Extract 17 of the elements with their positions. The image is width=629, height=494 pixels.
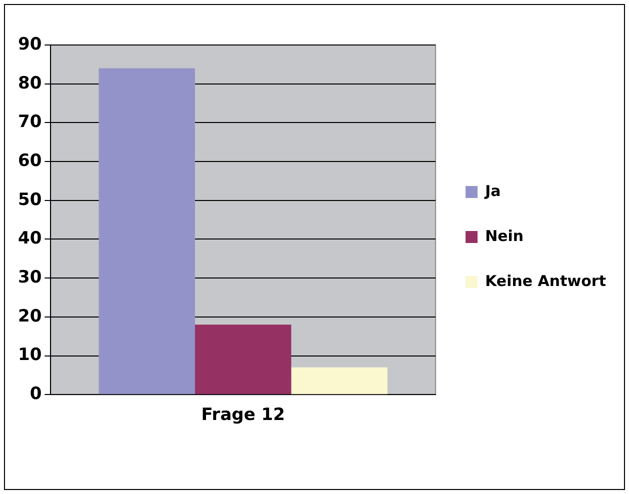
- bar: [194, 324, 292, 394]
- y-tick-label: 70: [18, 112, 42, 132]
- y-tick-label: 20: [18, 306, 42, 326]
- y-tick-label: 50: [18, 190, 42, 210]
- legend-label: Nein: [485, 226, 524, 245]
- legend-label: Ja: [484, 182, 501, 200]
- y-tick-label: 10: [18, 345, 42, 366]
- y-tick-label: 80: [18, 73, 42, 94]
- y-tick-label: 90: [18, 34, 42, 54]
- y-tick-label: 30: [18, 267, 42, 288]
- y-tick-label: 60: [18, 150, 42, 171]
- y-tick-label: 40: [18, 228, 42, 249]
- y-tick-label: 0: [30, 384, 42, 404]
- bar: [291, 367, 388, 394]
- bar: [98, 68, 195, 394]
- x-tick-label: Frage 12: [201, 405, 285, 426]
- legend-label: Keine Antwort: [485, 272, 606, 290]
